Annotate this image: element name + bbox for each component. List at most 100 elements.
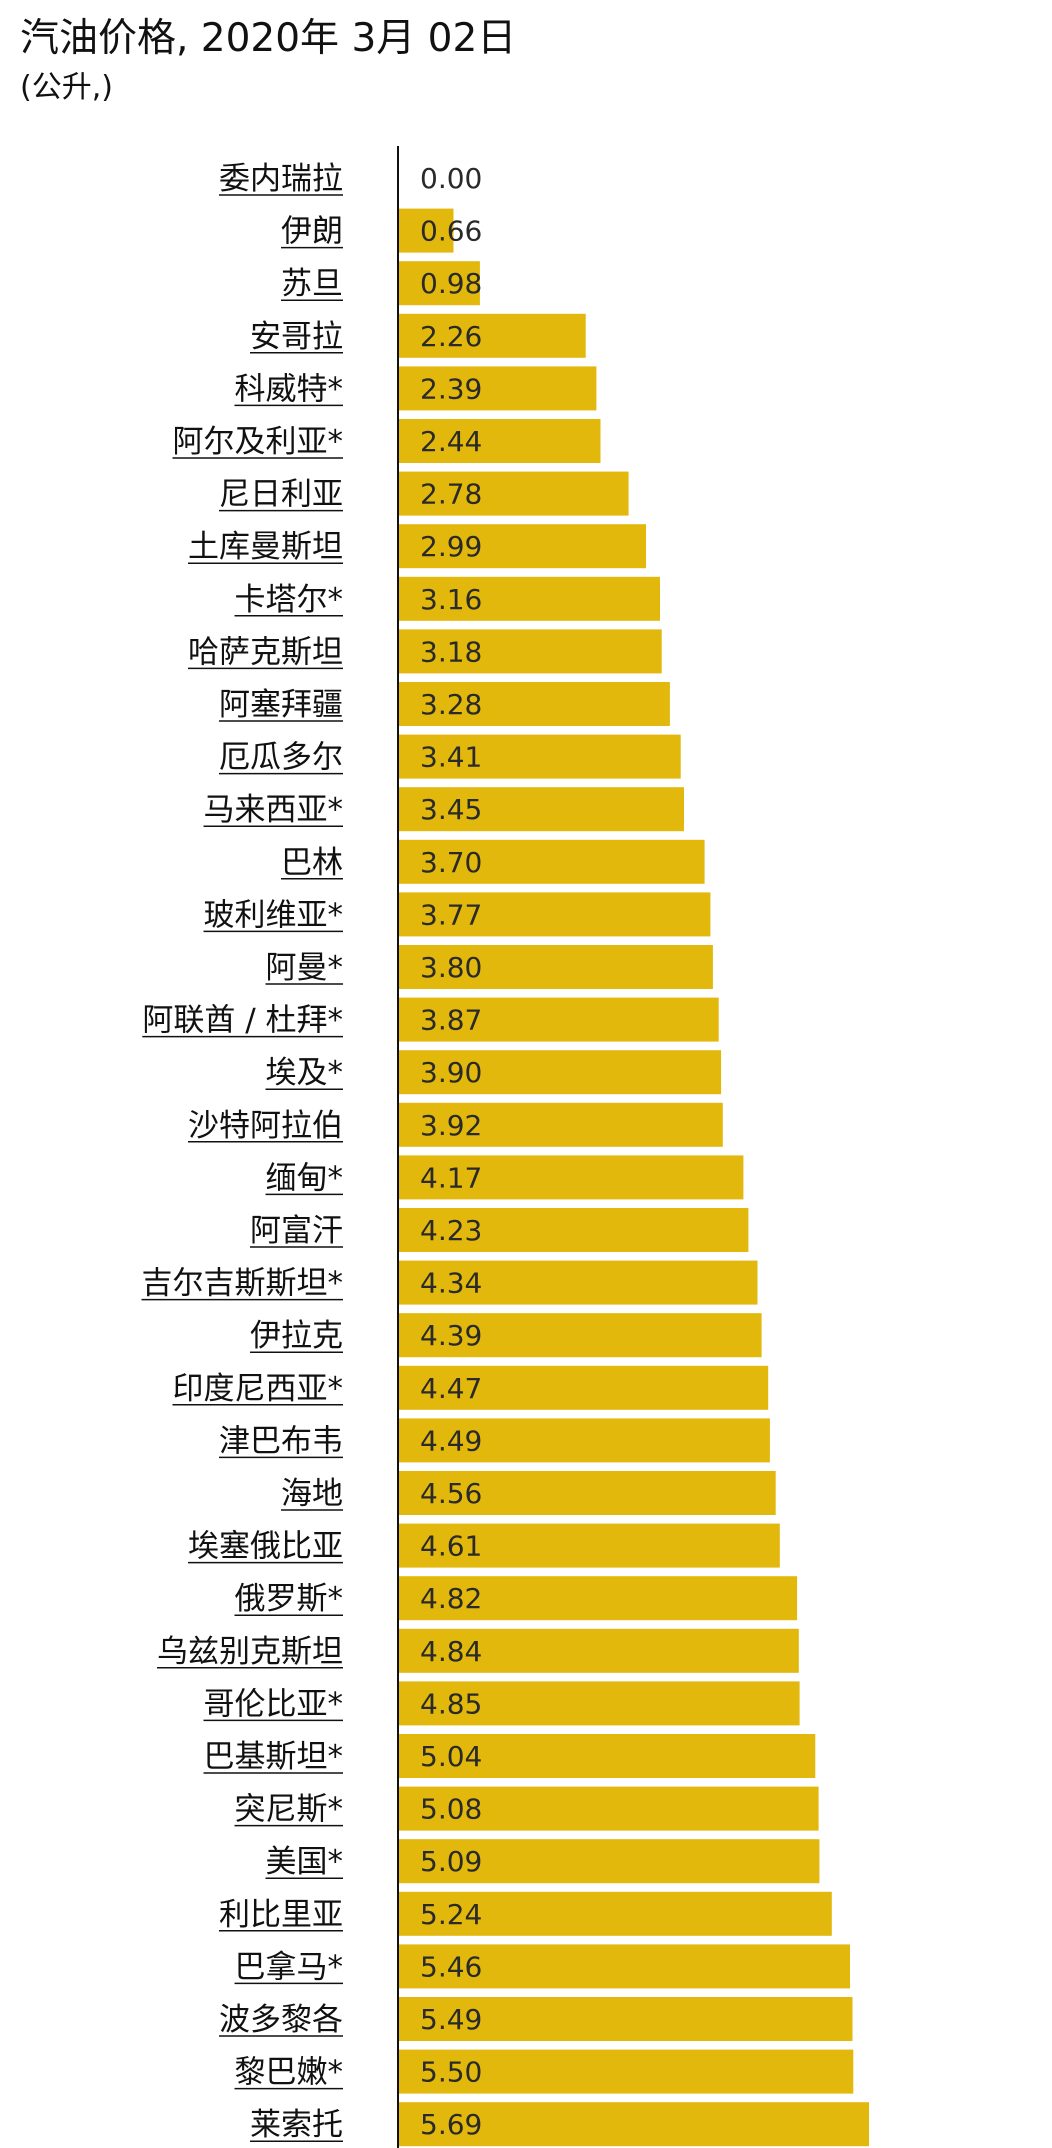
country-label[interactable]: 印度尼西亚* [173,1371,344,1407]
country-label[interactable]: 伊朗 [281,214,343,250]
bar [399,208,454,253]
value-label: 5.24 [420,1898,482,1931]
value-label: 5.09 [420,1845,482,1878]
bar [399,2102,869,2147]
country-label[interactable]: 美国* [266,1844,344,1880]
bar [399,1313,762,1358]
bar [399,2049,854,2094]
country-label[interactable]: 海地 [281,1476,343,1512]
bar [399,1997,853,2041]
country-label[interactable]: 波多黎各 [219,2002,343,2038]
bar [399,1576,798,1621]
bar [399,1681,800,1726]
bar [399,734,681,779]
bar [399,1471,776,1515]
value-label: 4.61 [420,1530,482,1563]
value-label: 3.87 [420,1004,482,1037]
bar [399,1786,819,1831]
country-label[interactable]: 尼日利亚 [219,477,343,513]
country-label[interactable]: 哥伦比亚* [204,1686,344,1722]
value-label: 5.46 [420,1950,482,1983]
value-label: 4.84 [420,1635,482,1668]
country-label[interactable]: 卡塔尔* [235,582,344,618]
bar [399,1418,770,1463]
bar [399,471,629,516]
bar [399,1523,780,1568]
chart-subtitle: (公升,) [20,70,113,105]
bar [399,1839,820,1884]
country-label[interactable]: 阿尔及利亚* [173,424,344,460]
value-label: 3.45 [420,793,482,826]
country-label[interactable]: 阿联酋 / 杜拜* [142,1003,343,1039]
value-label: 2.99 [420,530,482,563]
country-label[interactable]: 阿富汗 [250,1213,343,1249]
value-label: 0.98 [420,267,482,300]
country-label[interactable]: 巴林 [281,845,343,881]
country-label[interactable]: 黎巴嫩* [235,2055,344,2091]
bar [399,1628,799,1673]
bar [399,787,684,832]
country-label[interactable]: 委内瑞拉 [219,161,343,197]
bar [399,524,646,569]
value-label: 2.44 [420,425,482,458]
country-label[interactable]: 阿塞拜疆 [219,687,343,723]
value-label: 4.17 [420,1161,482,1194]
value-label: 4.85 [420,1687,482,1720]
country-label[interactable]: 玻利维亚* [204,897,344,933]
value-label: 2.39 [420,372,482,405]
country-label[interactable]: 埃及* [266,1055,344,1091]
value-label: 5.49 [420,2003,482,2036]
country-label[interactable]: 土库曼斯坦 [188,529,343,565]
bar [399,576,660,621]
value-label: 3.77 [420,898,482,931]
value-label: 4.82 [420,1582,482,1615]
value-label: 3.41 [420,741,482,774]
bar [399,366,597,411]
country-label[interactable]: 沙特阿拉伯 [188,1108,343,1144]
country-label[interactable]: 科威特* [235,371,344,407]
bar [399,419,601,463]
bar [399,313,586,358]
country-label[interactable]: 苏旦 [281,266,343,302]
country-label[interactable]: 阿曼* [266,950,344,986]
country-label[interactable]: 缅甸* [266,1160,344,1196]
country-label[interactable]: 突尼斯* [235,1792,344,1828]
value-label: 4.47 [420,1372,482,1405]
value-label: 2.26 [420,320,482,353]
bar [399,629,662,674]
country-label[interactable]: 巴拿马* [235,1949,344,1985]
country-label[interactable]: 俄罗斯* [235,1581,344,1617]
bar [399,892,711,937]
value-label: 0.00 [420,162,482,195]
bar [399,1365,769,1410]
country-label[interactable]: 吉尔吉斯斯坦* [142,1266,344,1302]
value-label: 2.78 [420,478,482,511]
country-label[interactable]: 乌兹别克斯坦 [157,1634,343,1670]
bar [399,1260,758,1305]
country-label[interactable]: 厄瓜多尔 [219,740,343,776]
bar [399,839,705,884]
bar [399,1944,850,1989]
value-label: 5.04 [420,1740,482,1773]
bar [399,997,719,1042]
country-label[interactable]: 马来西亚* [204,792,344,828]
bar [399,1102,723,1147]
country-label[interactable]: 利比里亚 [219,1897,343,1933]
value-label: 3.18 [420,635,482,668]
country-label[interactable]: 莱索托 [250,2107,343,2143]
country-label[interactable]: 安哥拉 [250,319,343,355]
value-label: 0.66 [420,215,482,248]
value-label: 5.69 [420,2108,482,2141]
value-label: 3.28 [420,688,482,721]
country-label[interactable]: 伊拉克 [250,1318,343,1354]
country-label[interactable]: 埃塞俄比亚 [188,1529,343,1565]
bar [399,1208,749,1252]
country-label[interactable]: 津巴布韦 [219,1423,343,1459]
country-label[interactable]: 巴基斯坦* [204,1739,344,1775]
value-label: 5.08 [420,1793,482,1826]
country-label[interactable]: 哈萨克斯坦 [188,634,343,670]
bar [399,1734,816,1778]
value-label: 3.90 [420,1056,482,1089]
bar [399,945,713,989]
